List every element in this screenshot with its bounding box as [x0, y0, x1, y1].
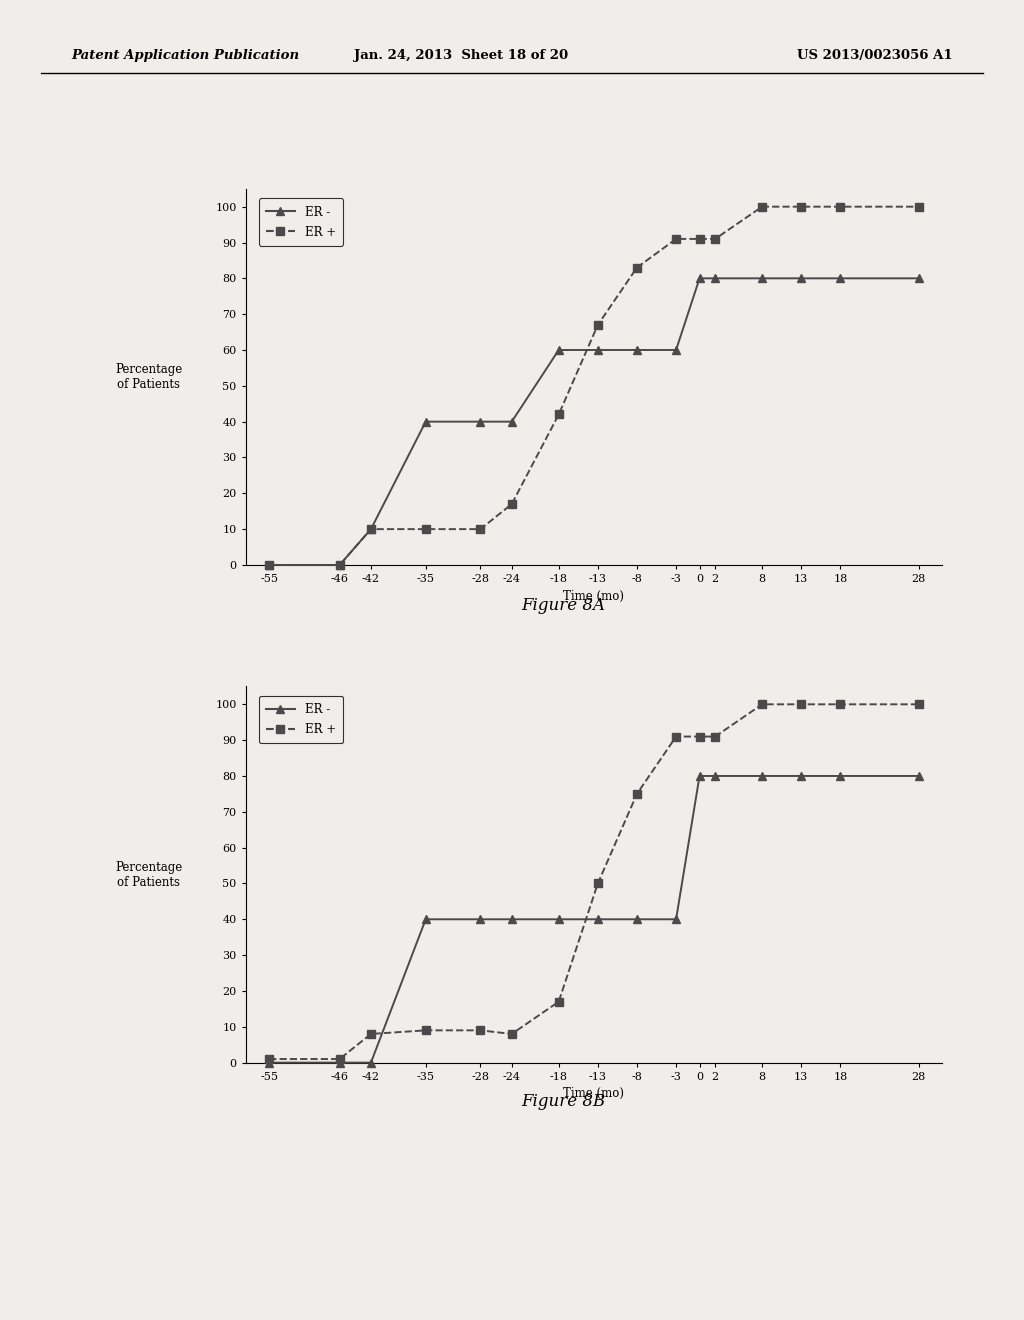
ER +: [795, 697, 807, 713]
ER -: [795, 271, 807, 286]
ER -: [756, 271, 768, 286]
ER -: [709, 271, 721, 286]
ER -: [420, 911, 432, 927]
Legend: ER -, ER +: ER -, ER +: [259, 696, 343, 743]
ER -: [631, 911, 643, 927]
ER -: [693, 271, 706, 286]
X-axis label: Time (mo): Time (mo): [563, 1088, 625, 1100]
ER +: [334, 557, 346, 573]
ER +: [365, 521, 377, 537]
Text: Figure 8B: Figure 8B: [521, 1093, 605, 1110]
Line: ER -: ER -: [265, 275, 923, 569]
ER +: [553, 994, 565, 1010]
X-axis label: Time (mo): Time (mo): [563, 590, 625, 602]
ER +: [334, 1051, 346, 1067]
Text: Jan. 24, 2013  Sheet 18 of 20: Jan. 24, 2013 Sheet 18 of 20: [353, 49, 568, 62]
ER -: [334, 1055, 346, 1071]
ER +: [592, 317, 604, 333]
ER +: [756, 199, 768, 215]
ER -: [709, 768, 721, 784]
ER +: [631, 260, 643, 276]
ER -: [263, 557, 275, 573]
ER -: [835, 768, 847, 784]
ER -: [592, 342, 604, 358]
ER +: [506, 1026, 518, 1041]
ER +: [592, 875, 604, 891]
ER +: [709, 729, 721, 744]
ER -: [631, 342, 643, 358]
ER -: [365, 521, 377, 537]
Y-axis label: Percentage
of Patients: Percentage of Patients: [115, 861, 182, 888]
ER -: [912, 271, 925, 286]
ER -: [506, 911, 518, 927]
ER +: [835, 199, 847, 215]
ER -: [912, 768, 925, 784]
ER -: [506, 413, 518, 429]
ER +: [631, 785, 643, 801]
Legend: ER -, ER +: ER -, ER +: [259, 198, 343, 246]
ER +: [693, 231, 706, 247]
ER +: [693, 729, 706, 744]
ER -: [474, 911, 486, 927]
ER -: [693, 768, 706, 784]
Y-axis label: Percentage
of Patients: Percentage of Patients: [115, 363, 182, 391]
ER +: [670, 729, 682, 744]
ER +: [420, 521, 432, 537]
ER +: [365, 1026, 377, 1041]
Text: Patent Application Publication: Patent Application Publication: [72, 49, 300, 62]
ER +: [263, 1051, 275, 1067]
ER -: [553, 342, 565, 358]
ER +: [756, 697, 768, 713]
ER +: [474, 1023, 486, 1039]
ER +: [263, 557, 275, 573]
ER +: [912, 697, 925, 713]
Line: ER +: ER +: [265, 202, 923, 569]
Text: Figure 8A: Figure 8A: [521, 597, 605, 614]
ER -: [835, 271, 847, 286]
ER +: [670, 231, 682, 247]
ER +: [553, 407, 565, 422]
ER -: [592, 911, 604, 927]
ER -: [263, 1055, 275, 1071]
ER -: [334, 557, 346, 573]
ER +: [420, 1023, 432, 1039]
ER -: [474, 413, 486, 429]
ER -: [420, 413, 432, 429]
ER +: [912, 199, 925, 215]
ER +: [835, 697, 847, 713]
Line: ER -: ER -: [265, 772, 923, 1067]
ER -: [670, 911, 682, 927]
ER +: [795, 199, 807, 215]
ER +: [709, 231, 721, 247]
ER +: [506, 496, 518, 512]
ER -: [670, 342, 682, 358]
ER +: [474, 521, 486, 537]
Line: ER +: ER +: [265, 700, 923, 1063]
ER -: [365, 1055, 377, 1071]
ER -: [795, 768, 807, 784]
ER -: [553, 911, 565, 927]
Text: US 2013/0023056 A1: US 2013/0023056 A1: [797, 49, 952, 62]
ER -: [756, 768, 768, 784]
